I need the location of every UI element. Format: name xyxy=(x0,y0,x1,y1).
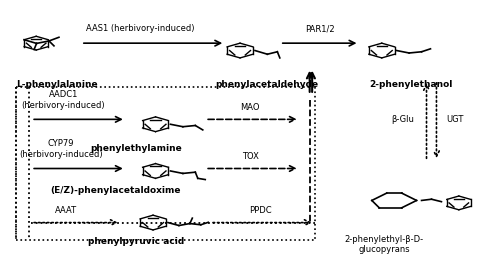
Text: UGT: UGT xyxy=(446,115,464,124)
Text: TOX: TOX xyxy=(242,152,258,161)
Text: 2-phenylethyl-β-D-
glucopyrans: 2-phenylethyl-β-D- glucopyrans xyxy=(344,235,424,254)
Text: AAAT: AAAT xyxy=(55,206,77,215)
Text: 2-phenylethanol: 2-phenylethanol xyxy=(370,80,452,89)
Text: CYP79
(herbivory-induced): CYP79 (herbivory-induced) xyxy=(19,139,103,159)
Text: L-phenylalanine: L-phenylalanine xyxy=(16,80,98,89)
Text: β-Glu: β-Glu xyxy=(391,115,414,124)
Text: phenylpyruvic acid: phenylpyruvic acid xyxy=(88,237,184,246)
Text: AADC1
(herbivory-induced): AADC1 (herbivory-induced) xyxy=(22,90,105,110)
Text: MAO: MAO xyxy=(240,103,260,112)
Text: PPDC: PPDC xyxy=(248,206,272,215)
Text: phenylethylamine: phenylethylamine xyxy=(90,144,182,153)
Text: AAS1 (herbivory-induced): AAS1 (herbivory-induced) xyxy=(86,24,195,33)
Text: (E/Z)-phenylacetaldoxime: (E/Z)-phenylacetaldoxime xyxy=(50,186,181,195)
Text: phenylacetaldehyde: phenylacetaldehyde xyxy=(215,80,318,89)
Text: PAR1/2: PAR1/2 xyxy=(305,24,334,33)
